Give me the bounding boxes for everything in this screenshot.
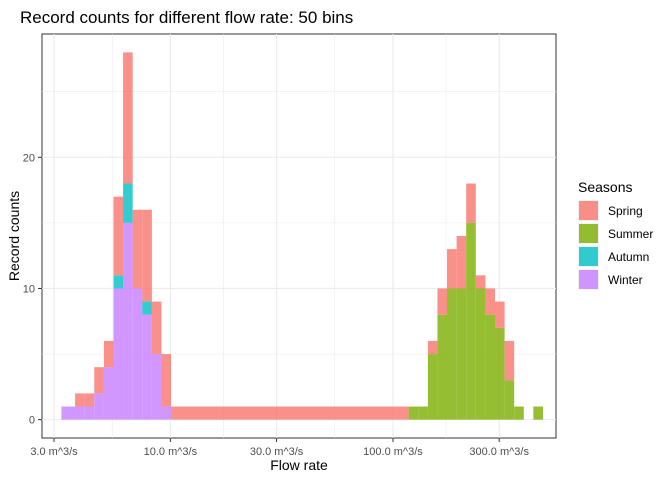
bar-summer — [514, 406, 524, 420]
bar-spring — [427, 340, 438, 355]
bar-summer — [408, 406, 419, 420]
legend-swatch-winter — [579, 270, 598, 289]
y-tick-label: 0 — [29, 415, 35, 427]
bar-spring — [504, 340, 515, 381]
legend-label-winter: Winter — [608, 273, 643, 287]
y-axis-ticks: 0 10 20 — [23, 152, 42, 427]
bar-autumn — [142, 301, 152, 315]
bar-summer — [437, 314, 448, 420]
bar-spring — [103, 340, 114, 368]
bar-spring — [171, 406, 409, 420]
bar-winter — [103, 367, 114, 420]
legend-label-spring: Spring — [608, 204, 643, 218]
bar-autumn — [113, 275, 124, 289]
bar-summer — [533, 406, 543, 420]
bar-spring — [132, 209, 143, 289]
legend-title: Seasons — [578, 179, 632, 195]
bar-winter — [61, 406, 76, 420]
bar-winter — [94, 393, 104, 420]
bar-winter — [75, 406, 85, 420]
bar-spring — [142, 209, 152, 302]
legend-label-summer: Summer — [608, 227, 653, 241]
x-tick-label: 300.0 m^3/s — [469, 446, 529, 458]
bar-spring — [485, 288, 495, 315]
bar-spring — [447, 249, 457, 289]
bar-spring — [161, 354, 172, 407]
bar-spring — [151, 301, 162, 355]
bar-summer — [447, 288, 457, 420]
bar-spring — [494, 301, 505, 328]
bar-spring — [475, 275, 486, 289]
bar-winter — [113, 288, 124, 420]
bar-summer — [494, 327, 505, 420]
bar-spring — [75, 393, 85, 407]
bar-spring — [113, 196, 124, 276]
bar-winter — [161, 406, 172, 420]
bar-spring — [466, 183, 476, 223]
x-tick-label: 100.0 m^3/s — [363, 446, 423, 458]
y-tick-label: 20 — [23, 152, 35, 164]
bar-summer — [418, 406, 428, 420]
bar-summer — [475, 288, 486, 420]
bar-winter — [142, 314, 152, 420]
x-tick-label: 30.0 m^3/s — [250, 446, 304, 458]
bar-autumn — [123, 183, 133, 223]
bar-spring — [437, 288, 448, 315]
bar-summer — [427, 354, 438, 420]
legend-swatch-summer — [579, 224, 598, 243]
bar-summer — [504, 380, 515, 420]
legend-swatch-autumn — [579, 247, 598, 266]
x-axis-ticks: 3.0 m^3/s 10.0 m^3/s 30.0 m^3/s 100.0 m^3/s… — [30, 438, 529, 458]
x-axis-title: Flow rate — [270, 457, 328, 473]
bar-spring — [123, 52, 133, 184]
y-tick-label: 10 — [23, 283, 35, 295]
bar-winter — [151, 354, 162, 420]
legend: Seasons Spring Summer Autumn Winter — [578, 179, 653, 290]
legend-swatch-spring — [579, 201, 598, 220]
bar-spring — [94, 367, 104, 394]
bar-winter — [123, 222, 133, 420]
bar-summer — [466, 222, 476, 420]
bars-group — [61, 52, 543, 420]
chart-title: Record counts for different flow rate: 5… — [20, 8, 353, 27]
bar-summer — [456, 288, 467, 420]
bar-winter — [132, 288, 143, 420]
y-axis-title: Record counts — [6, 191, 22, 281]
x-tick-label: 10.0 m^3/s — [144, 446, 198, 458]
legend-label-autumn: Autumn — [608, 250, 649, 264]
bar-winter — [84, 406, 95, 420]
bar-spring — [84, 393, 95, 407]
x-tick-label: 3.0 m^3/s — [30, 446, 78, 458]
bar-summer — [485, 314, 495, 420]
bar-spring — [456, 236, 467, 289]
